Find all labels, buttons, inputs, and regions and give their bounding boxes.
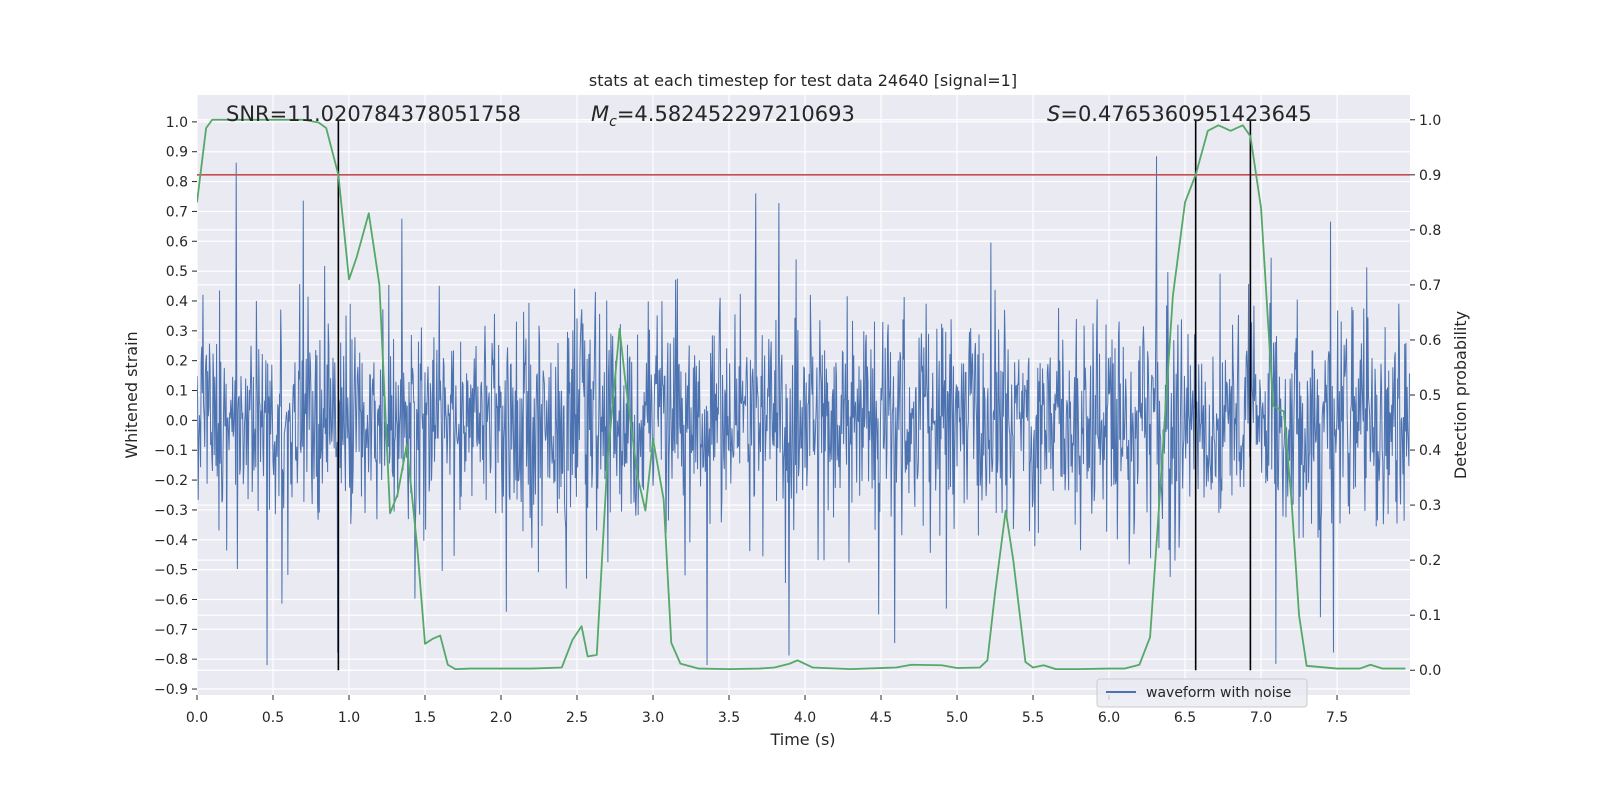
y-left-tick-label: 0.9 (166, 145, 188, 161)
y-left-tick-label: 0.1 (166, 384, 188, 400)
y-right-tick-label: 0.4 (1419, 443, 1441, 459)
y-right-tick-label: 0.9 (1419, 168, 1441, 184)
series-waveform-with-noise (197, 156, 1410, 666)
series-detection-probability (197, 118, 1406, 671)
y-left-tick-label: 0.8 (166, 175, 188, 191)
legend-box (1096, 678, 1308, 708)
x-tick-label: 2.5 (566, 710, 588, 726)
x-tick-label: 4.5 (870, 710, 892, 726)
annotation-chirp-mass: Mc=4.582452297210693 (591, 102, 855, 130)
y-right-tick-label: 0.7 (1419, 278, 1441, 294)
y-left-tick-label: 1.0 (166, 115, 188, 131)
annotation-s-value: =0.4765360951423645 (1060, 102, 1311, 126)
y-left-tick-label: 0.5 (166, 264, 188, 280)
y-right-tick-label: 0.0 (1419, 663, 1441, 679)
y-right-tick-label: 0.5 (1419, 388, 1441, 404)
y-left-tick-label: 0.6 (166, 234, 188, 250)
legend: waveform with noise (1096, 678, 1308, 708)
y-left-tick-label: −0.2 (154, 473, 188, 489)
x-tick-label: 2.0 (490, 710, 512, 726)
y-left-tick-label: 0.4 (166, 294, 188, 310)
y-left-tick-label: 0.7 (166, 204, 188, 220)
x-tick-label: 1.5 (414, 710, 436, 726)
y-right-tick-label: 1.0 (1419, 113, 1441, 129)
annotation-chirp-mass-symbol: M (591, 102, 609, 126)
x-tick-label: 1.0 (338, 710, 360, 726)
x-tick-label: 0.0 (186, 710, 208, 726)
x-tick-label: 7.0 (1250, 710, 1272, 726)
x-tick-label: 0.5 (262, 710, 284, 726)
legend-label-waveform: waveform with noise (1146, 685, 1291, 701)
y-left-tick-label: 0.2 (166, 354, 188, 370)
x-tick-label: 6.5 (1174, 710, 1196, 726)
y-left-tick-label: −0.9 (154, 682, 188, 698)
annotation-s-symbol: S (1047, 102, 1060, 126)
y-left-tick-label: 0.3 (166, 324, 188, 340)
x-axis-ticks: 0.0 0.5 1.0 1.5 2.0 2.5 3.0 3.5 4.0 4.5 5.0 5.5 6.0 6… (186, 695, 1348, 726)
x-tick-label: 4.0 (794, 710, 816, 726)
y-right-tick-label: 0.6 (1419, 333, 1441, 349)
x-tick-label: 3.5 (718, 710, 740, 726)
x-tick-label: 7.5 (1326, 710, 1348, 726)
y-left-tick-label: −0.5 (154, 563, 188, 579)
y-left-tick-label: −0.8 (154, 652, 188, 668)
detection-boundaries (337, 119, 1252, 671)
chart-title: stats at each timestep for test data 246… (589, 71, 1017, 90)
y-right-tick-label: 0.1 (1419, 608, 1441, 624)
y-left-axis-ticks: 1.0 0.9 0.8 0.7 0.6 0.5 0.4 0.3 0.2 0.1 0.0 −0.1 −0.… (154, 115, 197, 698)
annotation-snr: SNR=11.020784378051758 (226, 102, 521, 126)
y-left-tick-label: −0.6 (154, 592, 188, 608)
x-tick-label: 5.0 (946, 710, 968, 726)
annotation-chirp-mass-subscript: c (609, 114, 617, 130)
plot-content (197, 118, 1410, 671)
y-right-axis-ticks: 1.0 0.9 0.8 0.7 0.6 0.5 0.4 0.3 0.2 0.1 0.0 (1410, 113, 1441, 679)
y-left-tick-label: 0.0 (166, 413, 188, 429)
y-left-tick-label: −0.4 (154, 533, 188, 549)
y-left-tick-label: −0.7 (154, 622, 188, 638)
y-left-tick-label: −0.3 (154, 503, 188, 519)
x-tick-label: 3.0 (642, 710, 664, 726)
x-axis-label: Time (s) (769, 730, 835, 749)
y-left-tick-label: −0.1 (154, 443, 188, 459)
y-right-tick-label: 0.2 (1419, 553, 1441, 569)
y-right-tick-label: 0.3 (1419, 498, 1441, 514)
x-tick-label: 6.0 (1098, 710, 1120, 726)
x-tick-label: 5.5 (1022, 710, 1044, 726)
y-gridlines (197, 119, 1410, 690)
y-left-axis-label: Whitened strain (122, 331, 141, 458)
annotation-chirp-mass-value: =4.582452297210693 (617, 102, 855, 126)
y-right-axis-label: Detection probability (1451, 311, 1470, 479)
y-right-tick-label: 0.8 (1419, 223, 1441, 239)
annotation-s: S=0.4765360951423645 (1047, 102, 1312, 126)
